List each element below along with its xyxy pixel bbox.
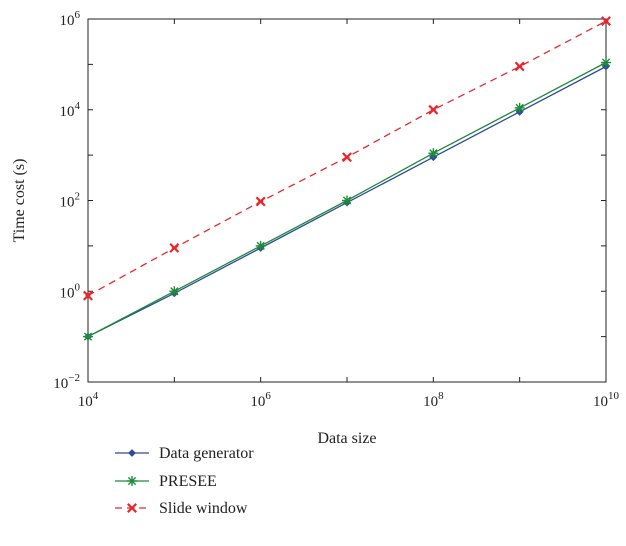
- x-tick-label: 106: [250, 390, 271, 410]
- data-point-marker: [514, 102, 525, 113]
- legend-label: PRESEE: [159, 473, 217, 490]
- data-point-marker: [601, 16, 611, 27]
- asterisk-stroke: [515, 103, 524, 112]
- x-tick-label: 1010: [593, 390, 620, 410]
- data-point-marker: [601, 57, 611, 68]
- data-point-marker: [255, 240, 266, 251]
- data-point-marker: [127, 476, 137, 486]
- legend-item: Data generator: [115, 445, 254, 462]
- asterisk-stroke: [127, 476, 137, 486]
- legend-label: Data generator: [159, 445, 254, 462]
- data-point-marker: [428, 148, 439, 159]
- legend-label: Slide window: [159, 500, 248, 517]
- data-series: [83, 16, 611, 342]
- data-point-marker: [83, 331, 93, 342]
- y-axis-label: Time cost (s): [11, 159, 28, 243]
- x-tick-label: 108: [423, 390, 444, 410]
- data-point-marker: [127, 503, 137, 513]
- x-tick-label: 104: [78, 390, 99, 410]
- asterisk-stroke: [170, 287, 179, 296]
- data-point-marker: [428, 104, 439, 115]
- data-point-marker: [169, 286, 180, 297]
- asterisk-stroke: [342, 196, 352, 205]
- asterisk-stroke: [601, 58, 611, 67]
- y-tick-label: 100: [60, 281, 81, 301]
- data-point-marker: [255, 196, 266, 207]
- y-tick-label: 102: [60, 191, 81, 211]
- legend-item: PRESEE: [115, 473, 217, 490]
- legend: Data generator PRESEE Slide window: [115, 445, 254, 517]
- legend-item: Slide window: [115, 500, 248, 517]
- asterisk-stroke: [83, 332, 93, 341]
- y-tick-label: 10−2: [53, 372, 80, 392]
- y-tick-label: 104: [60, 100, 81, 120]
- series-3: [83, 16, 611, 301]
- data-point-marker: [169, 242, 180, 253]
- x-axis-label: Data size: [317, 430, 376, 447]
- diamond-marker: [128, 449, 136, 457]
- data-point-marker: [342, 195, 352, 206]
- y-tick-label: 106: [60, 9, 81, 29]
- data-point-marker: [83, 290, 93, 301]
- data-point-marker: [342, 152, 352, 163]
- asterisk-stroke: [429, 149, 438, 158]
- data-point-marker: [514, 61, 525, 72]
- data-point-marker: [128, 449, 136, 457]
- series-2: [83, 57, 611, 342]
- asterisk-stroke: [256, 241, 265, 250]
- axis-ticks: 104 106 108 1010 10−2 100 102 104 106: [53, 9, 619, 410]
